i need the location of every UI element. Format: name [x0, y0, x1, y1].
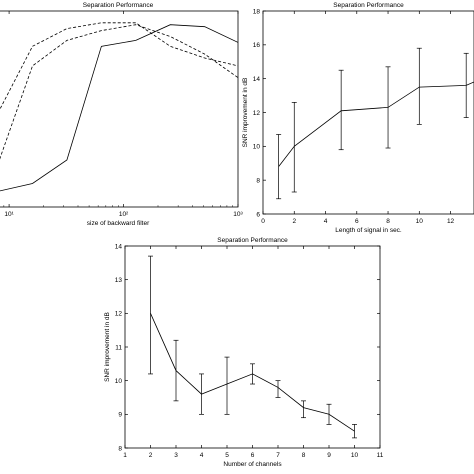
chart-3-x-tick-label: 5: [225, 452, 229, 459]
chart-2-x-tick-label: 4: [324, 218, 328, 225]
chart-3-x-tick-label: 9: [327, 452, 331, 459]
chart-2-x-tick-label: 2: [292, 218, 296, 225]
chart-2-y-tick-label: 10: [253, 144, 261, 151]
chart-3-x-tick-label: 7: [276, 452, 280, 459]
chart-1-series-1-line: [0, 24, 238, 192]
chart-1-series-3-line: [0, 22, 238, 110]
chart-2-y-axis-label: SNR improvement in dB: [242, 78, 249, 148]
chart-3-x-tick-label: 2: [149, 452, 153, 459]
chart-3-x-tick-label: 10: [351, 452, 359, 459]
chart-1-x-tick-label: 10¹: [4, 211, 14, 218]
chart-1-x-tick-label: 10²: [119, 211, 129, 218]
chart-2-x-axis-label: Length of signal in sec.: [335, 227, 402, 234]
chart-3-y-axis-label: SNR improvement in dB: [104, 312, 111, 382]
chart-1: Separation Performance 10¹ 10² 10³ size of b…: [0, 2, 244, 227]
chart-3-y-tick-label: 13: [115, 277, 123, 284]
chart-2-title: Separation Performance: [333, 2, 404, 9]
chart-2-y-tick-label: 8: [256, 177, 260, 184]
chart-2-series-1-line: [278, 81, 474, 167]
chart-2-x-tick-label: 0: [261, 218, 265, 225]
chart-3-x-tick-label: 11: [377, 452, 384, 459]
chart-3-title: Separation Performance: [217, 237, 288, 244]
chart-1-x-tick-label: 10³: [233, 211, 243, 218]
chart-3-y-tick-label: 11: [115, 344, 122, 351]
chart-2-x-tick-label: 6: [355, 218, 359, 225]
chart-1-plot-area: [0, 22, 238, 192]
chart-1-title: Separation Performance: [83, 2, 154, 9]
chart-2-x-tick-label: 10: [416, 218, 424, 225]
chart-3-x-tick-label: 4: [200, 452, 204, 459]
chart-3-y-tick-label: 8: [118, 445, 122, 452]
chart-3-x-tick-label: 6: [251, 452, 255, 459]
chart-2-plot-area: [276, 47, 474, 200]
chart-3-y-tick-label: 9: [118, 412, 122, 419]
chart-1-series-2-line: [0, 24, 238, 160]
chart-3-x-tick-label: 3: [174, 452, 178, 459]
chart-2-y-tick-label: 12: [253, 110, 261, 117]
chart-3-y-tick-label: 12: [115, 311, 123, 318]
chart-2: Separation Performance 0 2 4 6 8 10 12 6 8 10 12 14 1…: [242, 2, 474, 234]
chart-3-x-axis-label: Number of channels: [223, 461, 282, 468]
chart-2-y-tick-label: 16: [253, 42, 261, 49]
chart-3-x-tick-label: 8: [302, 452, 306, 459]
chart-2-axes-frame: [262, 10, 474, 215]
chart-3-axes-frame: [124, 245, 381, 449]
chart-3-plot-area: [148, 255, 357, 439]
chart-3-y-tick-label: 14: [115, 243, 123, 250]
chart-2-y-tick-label: 18: [253, 8, 261, 15]
chart-3-y-tick-label: 10: [115, 378, 123, 385]
chart-3-x-tick-label: 1: [123, 452, 127, 459]
chart-2-x-tick-label: 8: [386, 218, 390, 225]
chart-2-y-tick-label: 6: [256, 211, 260, 218]
chart-1-axes-frame: [0, 10, 239, 208]
chart-1-x-axis-label: size of backward filter: [87, 220, 150, 227]
chart-2-y-tick-label: 14: [253, 76, 261, 83]
chart-2-x-tick-label: 12: [447, 218, 455, 225]
